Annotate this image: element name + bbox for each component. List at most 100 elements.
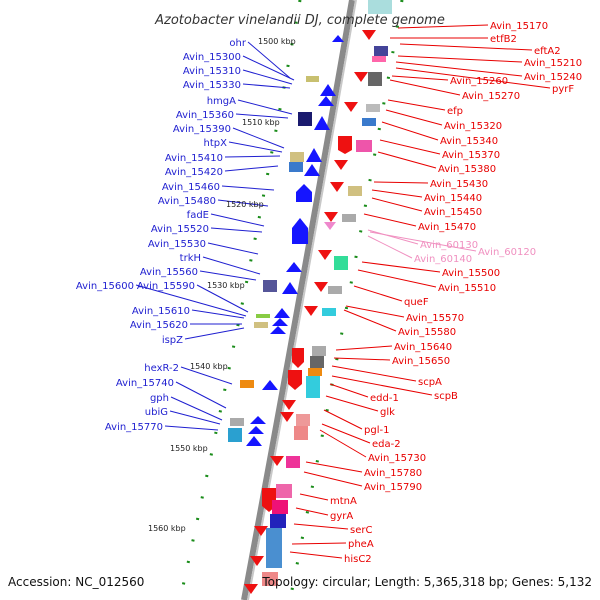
gene-label[interactable]: Avin_15410	[165, 153, 223, 164]
gene-label[interactable]: hmgA	[207, 96, 236, 107]
gene-label[interactable]: Avin_15310	[183, 66, 241, 77]
gene-label[interactable]: etfB2	[490, 34, 517, 45]
gene-label[interactable]: Avin_15530	[148, 239, 206, 250]
gene-box	[368, 0, 392, 14]
left-strand-features	[228, 35, 344, 446]
gene-label[interactable]: scpA	[418, 377, 442, 388]
gene-label[interactable]: Avin_15390	[173, 124, 231, 135]
gene-label[interactable]: Avin_15440	[424, 193, 482, 204]
gene-label[interactable]: edd-1	[370, 393, 399, 404]
tick-label: 1530 kbp	[207, 281, 245, 290]
gene-label[interactable]: Avin_60140	[414, 254, 472, 265]
gene-label[interactable]: ispZ	[162, 335, 183, 346]
gene-box	[256, 314, 270, 318]
gene-arrow	[354, 72, 368, 82]
gene-label[interactable]: Avin_15430	[430, 179, 488, 190]
gene-label[interactable]: Avin_15520	[151, 224, 209, 235]
gene-arrow	[270, 326, 286, 334]
gene-label[interactable]: Avin_15260	[450, 76, 508, 87]
gene-label[interactable]: scpB	[434, 391, 458, 402]
gene-label[interactable]: Avin_15370	[442, 150, 500, 161]
gene-label[interactable]: Avin_15600	[76, 281, 134, 292]
gene-label[interactable]: Avin_60130	[420, 240, 478, 251]
gene-arrow	[288, 370, 302, 390]
right-strand-features	[244, 0, 392, 594]
gene-label[interactable]: Avin_15460	[162, 182, 220, 193]
gene-label[interactable]: serC	[350, 525, 372, 536]
gene-label[interactable]: efp	[447, 106, 463, 117]
gene-label[interactable]: trkH	[180, 253, 201, 264]
gene-label[interactable]: hexR-2	[144, 363, 179, 374]
genome-backbone	[241, 0, 355, 600]
gene-label[interactable]: Avin_15320	[444, 121, 502, 132]
gene-label[interactable]: Avin_15210	[524, 58, 582, 69]
gene-label[interactable]: pgl-1	[364, 425, 389, 436]
gene-box	[230, 418, 244, 426]
gene-label[interactable]: fadE	[187, 210, 209, 221]
gene-label[interactable]: Avin_15500	[442, 268, 500, 279]
gene-label[interactable]: pheA	[348, 539, 374, 550]
gene-label[interactable]: glk	[380, 407, 395, 418]
gene-label[interactable]: ubiG	[145, 407, 168, 418]
gene-arrow	[296, 184, 312, 202]
gene-arrow	[324, 212, 338, 222]
gene-box	[328, 286, 342, 294]
gene-label[interactable]: Avin_15770	[105, 422, 163, 433]
gene-label[interactable]: Avin_15240	[524, 72, 582, 83]
gene-label[interactable]: eftA2	[534, 46, 561, 57]
gene-label[interactable]: Avin_15740	[116, 378, 174, 389]
gene-arrow	[334, 160, 348, 170]
gene-label[interactable]: Avin_15470	[418, 222, 476, 233]
gene-label[interactable]: htpX	[204, 138, 228, 149]
gene-label[interactable]: Avin_15610	[132, 306, 190, 317]
gene-label[interactable]: Avin_15790	[364, 482, 422, 493]
gene-label[interactable]: pyrF	[552, 84, 574, 95]
gene-label[interactable]: Avin_15620	[130, 320, 188, 331]
gene-label[interactable]: Avin_15590	[137, 281, 195, 292]
gene-arrow	[304, 164, 320, 176]
gene-label[interactable]: Avin_15270	[462, 91, 520, 102]
gene-label[interactable]: mtnA	[330, 496, 357, 507]
gene-label[interactable]: gph	[150, 393, 169, 404]
gene-label[interactable]: Avin_15170	[490, 21, 548, 32]
gene-arrow	[318, 96, 334, 106]
gene-arrow	[320, 84, 336, 96]
gene-label[interactable]: hisC2	[344, 554, 372, 565]
gene-label[interactable]: Avin_15650	[392, 356, 450, 367]
gene-label[interactable]: queF	[404, 297, 429, 308]
gene-label[interactable]: Avin_15580	[398, 327, 456, 338]
gene-box	[263, 280, 277, 292]
gene-label[interactable]: Avin_15640	[394, 342, 452, 353]
gene-label[interactable]: gyrA	[330, 511, 353, 522]
leader-lines-right	[289, 24, 551, 559]
gene-label[interactable]: Avin_15570	[406, 313, 464, 324]
gene-arrow	[282, 400, 296, 410]
gene-label[interactable]: Avin_15340	[440, 136, 498, 147]
gene-arrow	[262, 380, 278, 390]
gene-label[interactable]: Avin_15510	[438, 283, 496, 294]
gene-box	[348, 186, 362, 196]
gene-label[interactable]: Avin_15360	[176, 110, 234, 121]
map-title: Azotobacter vinelandii DJ, complete geno…	[154, 13, 445, 28]
gene-label[interactable]: Avin_15450	[424, 207, 482, 218]
gene-label[interactable]: Avin_15560	[140, 267, 198, 278]
gene-label[interactable]: Avin_15780	[364, 468, 422, 479]
gene-box	[334, 256, 348, 270]
gene-label[interactable]: Avin_60120	[478, 247, 536, 258]
gene-arrow	[244, 584, 258, 594]
gene-box	[362, 118, 376, 126]
gene-label[interactable]: Avin_15330	[183, 80, 241, 91]
gene-label[interactable]: Avin_15420	[165, 167, 223, 178]
gene-label[interactable]: Avin_15300	[183, 52, 241, 63]
gene-arrow	[250, 416, 266, 424]
gene-box	[306, 376, 320, 398]
tick-label: 1520 kbp	[226, 200, 264, 209]
topology-label: Topology: circular; Length: 5,365,318 bp…	[261, 575, 592, 589]
gene-box	[240, 380, 254, 388]
gene-label[interactable]: Avin_15730	[368, 453, 426, 464]
gene-label[interactable]: Avin_15480	[158, 196, 216, 207]
gene-label[interactable]: ohr	[229, 38, 246, 49]
gene-label[interactable]: Avin_15380	[438, 164, 496, 175]
gene-box	[372, 56, 386, 62]
gene-label[interactable]: eda-2	[372, 439, 401, 450]
